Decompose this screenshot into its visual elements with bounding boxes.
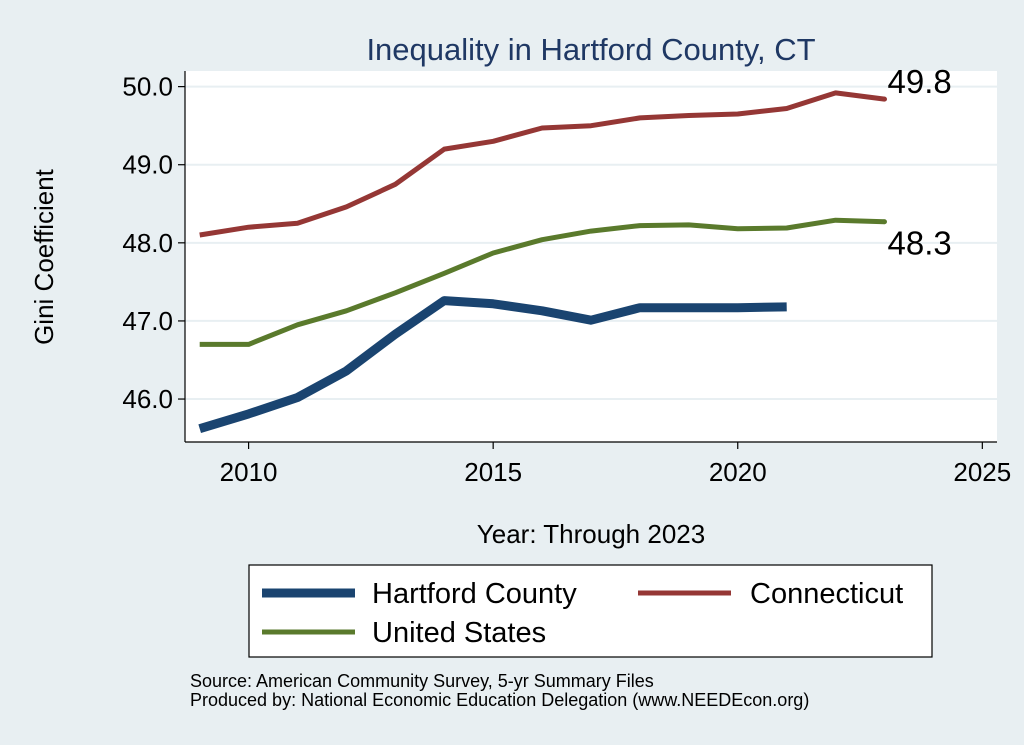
- y-tick-label: 48.0: [122, 228, 173, 258]
- series-line-hartford-county: [198, 296, 787, 434]
- end-labels: 49.8 48.3: [881, 63, 952, 262]
- x-tick-label: 2025: [953, 457, 1011, 487]
- legend-label: United States: [372, 617, 546, 649]
- series-line-connecticut: [199, 90, 885, 238]
- y-tick-label: 47.0: [122, 306, 173, 336]
- source-note: Source: American Community Survey, 5-yr …: [190, 671, 654, 691]
- legend-label: Connecticut: [750, 578, 903, 610]
- y-axis-label: Gini Coefficient: [29, 168, 59, 345]
- legend-label: Hartford County: [372, 578, 577, 610]
- end-marker: [881, 219, 887, 225]
- end-label: 49.8: [887, 63, 951, 100]
- x-axis-ticks: 2010 2015 2020 2025: [220, 442, 1011, 487]
- chart-title: Inequality in Hartford County, CT: [366, 32, 815, 67]
- end-marker: [881, 96, 887, 102]
- series-line-united-states: [199, 217, 885, 347]
- y-axis-ticks: 46.0 47.0 48.0 49.0 50.0: [122, 72, 185, 414]
- x-tick-label: 2015: [464, 457, 522, 487]
- series-lines: [198, 90, 885, 434]
- x-axis-label: Year: Through 2023: [477, 519, 705, 549]
- y-tick-label: 49.0: [122, 150, 173, 180]
- legend: Hartford County Connecticut United States: [262, 578, 903, 649]
- y-tick-label: 46.0: [122, 384, 173, 414]
- end-label: 48.3: [887, 225, 951, 262]
- x-tick-label: 2010: [220, 457, 278, 487]
- y-tick-label: 50.0: [122, 72, 173, 102]
- x-tick-label: 2020: [709, 457, 767, 487]
- produced-note: Produced by: National Economic Education…: [190, 690, 810, 710]
- legend-box: [248, 564, 933, 658]
